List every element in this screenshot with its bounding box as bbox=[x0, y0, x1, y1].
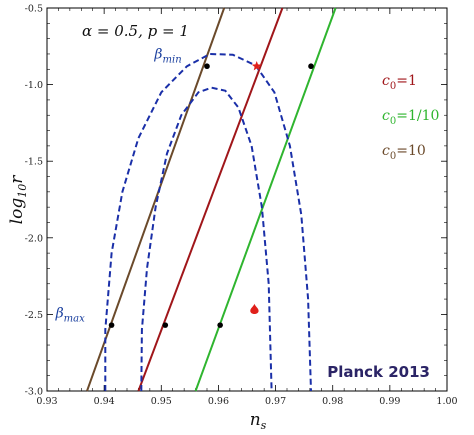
x-tick-label-1: 0.94 bbox=[94, 396, 115, 407]
legend-c0-10: c0=10 bbox=[382, 143, 426, 162]
y-tick-label-1: -2.5 bbox=[25, 310, 43, 321]
parameter-label: α = 0.5, p = 1 bbox=[82, 22, 189, 40]
y-axis-title-sub: 10 bbox=[16, 184, 29, 198]
x-tick-label-0: 0.93 bbox=[36, 396, 57, 407]
beta-max-main: β bbox=[55, 305, 64, 321]
red-drop-marker bbox=[250, 303, 259, 315]
beta-min-sub: min bbox=[163, 55, 182, 66]
contour-outer bbox=[104, 53, 312, 392]
series-line-c0=1 bbox=[137, 7, 284, 392]
x-axis-title-main: n bbox=[250, 410, 261, 430]
tick-group: 0.93 0.94 0.95 0.96 0.97 0.98 0.99 1.00 -3.0 -2.5… bbox=[25, 4, 458, 408]
point-marker-4 bbox=[217, 322, 223, 328]
x-axis-title-sub: s bbox=[261, 419, 267, 432]
legend-c0-10-value: =10 bbox=[396, 143, 426, 159]
marker-group bbox=[108, 61, 314, 328]
point-marker-0 bbox=[204, 63, 210, 70]
legend-c0-1-sub: 0 bbox=[390, 81, 396, 92]
contour-group bbox=[104, 53, 312, 392]
legend-c0-1-10-sub: 0 bbox=[390, 116, 396, 127]
x-tick-label-5: 0.98 bbox=[322, 396, 343, 407]
legend-c0-10-main: c bbox=[382, 143, 390, 159]
point-marker-1 bbox=[308, 63, 314, 70]
series-line-c0=10 bbox=[86, 7, 226, 392]
point-marker-2 bbox=[108, 322, 115, 328]
y-tick-label-3: -1.5 bbox=[25, 157, 43, 168]
y-tick-label-4: -1.0 bbox=[25, 80, 43, 91]
x-tick-label-4: 0.97 bbox=[265, 396, 286, 407]
x-axis-title: ns bbox=[250, 410, 267, 432]
beta-min-annotation: βmin bbox=[153, 47, 181, 66]
x-tick-label-6: 0.99 bbox=[379, 396, 400, 407]
red-star-marker bbox=[251, 61, 262, 71]
y-axis-title: log10r bbox=[7, 175, 29, 225]
beta-min-main: β bbox=[153, 47, 162, 63]
legend-c0-1-10: c0=1/10 bbox=[382, 108, 439, 127]
contour-inner bbox=[140, 86, 273, 392]
x-tick-label-2: 0.95 bbox=[151, 396, 172, 407]
legend-c0-10-sub: 0 bbox=[390, 151, 396, 162]
y-tick-label-0: -3.0 bbox=[25, 387, 43, 398]
planck-watermark: Planck 2013 bbox=[327, 363, 430, 381]
x-tick-label-7: 1.00 bbox=[436, 396, 457, 407]
point-marker-3 bbox=[162, 322, 169, 328]
y-tick-label-2: -2.0 bbox=[25, 233, 43, 244]
legend-c0-1: c0=1 bbox=[382, 73, 417, 92]
legend-c0-1-main: c bbox=[382, 73, 390, 89]
x-tick-label-3: 0.96 bbox=[208, 396, 229, 407]
series-line-c0=1/10 bbox=[194, 7, 337, 392]
beta-max-annotation: βmax bbox=[55, 305, 86, 324]
legend-c0-1-10-main: c bbox=[382, 108, 390, 124]
legend-c0-1-value: =1 bbox=[396, 73, 417, 89]
y-axis-title-var: r bbox=[7, 175, 27, 184]
legend-c0-1-10-value: =1/10 bbox=[396, 108, 439, 124]
y-tick-label-5: -0.5 bbox=[25, 4, 43, 15]
beta-max-sub: max bbox=[64, 313, 85, 324]
y-axis-title-prefix: log bbox=[7, 198, 27, 225]
plot-frame bbox=[46, 7, 448, 392]
